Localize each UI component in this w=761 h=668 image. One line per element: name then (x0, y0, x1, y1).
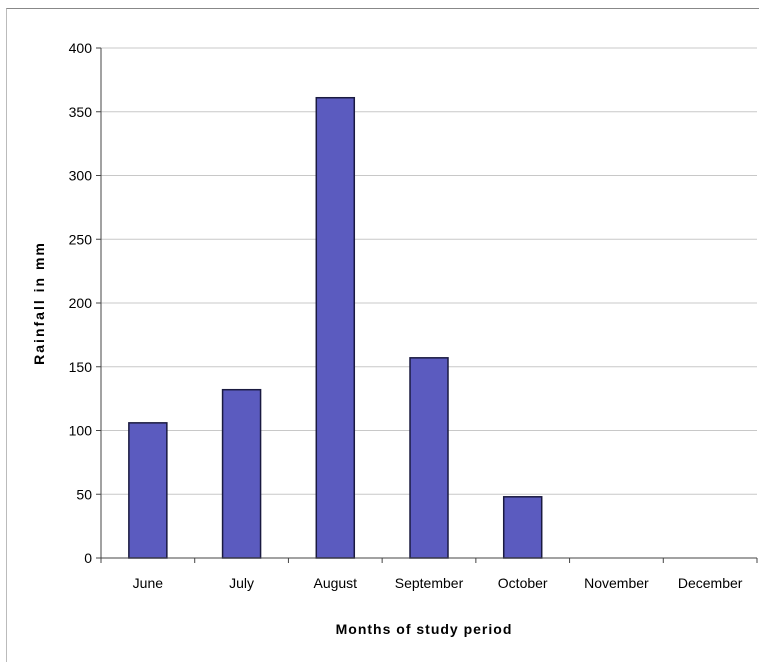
bar-october (502, 496, 543, 559)
x-tick-label: August (313, 575, 357, 591)
y-tick-label: 350 (69, 104, 93, 120)
axes (96, 47, 758, 563)
x-tick-label: September (395, 575, 464, 591)
bar-september (409, 357, 449, 559)
x-tick-label: October (498, 575, 548, 591)
y-tick-label: 200 (69, 295, 93, 311)
y-tick-label: 0 (84, 550, 92, 566)
x-tick-label: June (133, 575, 164, 591)
x-tick-label: July (229, 575, 254, 591)
y-tick-label: 250 (69, 231, 93, 247)
x-tick-label: December (678, 575, 743, 591)
y-tick-label: 100 (69, 423, 93, 439)
x-tick-label: November (584, 575, 649, 591)
chart-frame: 0 50 100 150 200 250 300 350 400 June July August S… (6, 8, 759, 662)
bar-august (315, 96, 356, 559)
y-tick-label: 50 (76, 486, 92, 502)
y-tick-label: 300 (69, 168, 93, 184)
y-axis-title: Rainfall in mm (31, 241, 47, 365)
bar-june (128, 422, 168, 559)
y-tick-label: 150 (69, 359, 93, 375)
bar-july (221, 388, 262, 559)
rainfall-bar-chart: 0 50 100 150 200 250 300 350 400 June July August S… (31, 40, 758, 637)
x-tick-labels: June July August September October November De… (133, 575, 743, 591)
x-axis-title: Months of study period (336, 621, 513, 637)
bars (128, 96, 543, 559)
y-tick-label: 400 (69, 40, 93, 56)
y-tick-labels: 0 50 100 150 200 250 300 350 400 (69, 40, 93, 566)
